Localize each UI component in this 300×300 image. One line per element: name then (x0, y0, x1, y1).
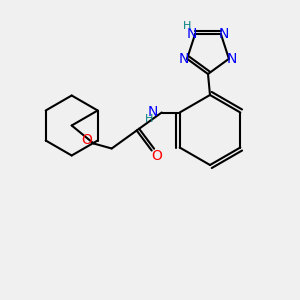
Text: N: N (187, 27, 197, 41)
Text: N: N (219, 27, 229, 41)
Text: H: H (145, 113, 153, 124)
Text: N: N (227, 52, 237, 66)
Text: H: H (183, 21, 191, 31)
Text: O: O (151, 148, 162, 163)
Text: N: N (147, 106, 158, 119)
Text: N: N (179, 52, 189, 66)
Text: O: O (81, 134, 92, 148)
